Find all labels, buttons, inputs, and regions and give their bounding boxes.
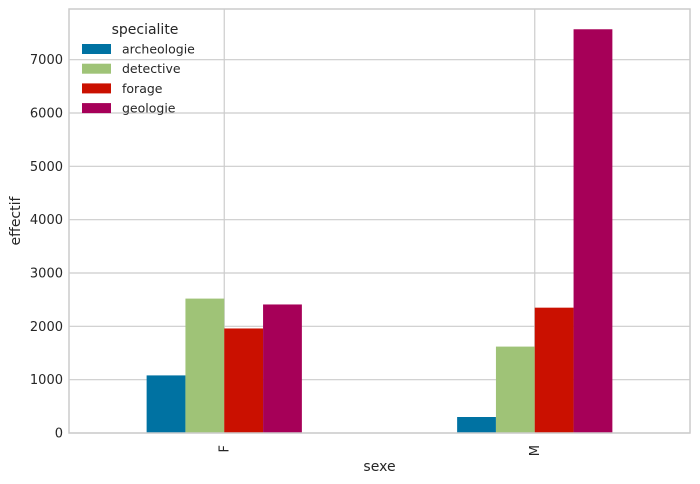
bar-archeologie-F: [146, 375, 186, 433]
legend-label-archeologie: archeologie: [122, 42, 195, 57]
x-tick-label: M: [528, 445, 543, 456]
bar-geologie-F: [263, 304, 302, 433]
legend-label-geologie: geologie: [122, 101, 176, 116]
legend-title: specialite: [112, 22, 179, 38]
legend-swatch-archeologie: [82, 44, 111, 54]
y-tick-label: 6000: [30, 107, 63, 122]
legend: specialite archeologie detective forage geo…: [82, 22, 195, 116]
y-tick-labels: 0 1000 2000 3000 4000 5000 6000 7000: [30, 53, 63, 441]
bar-geologie-M: [573, 29, 613, 434]
y-tick-label: 5000: [30, 160, 63, 175]
legend-swatch-geologie: [82, 103, 111, 114]
legend-swatch-forage: [82, 83, 111, 94]
x-axis-label: sexe: [363, 459, 395, 475]
bar-forage-F: [224, 328, 264, 433]
legend-swatch-detective: [82, 63, 111, 74]
bars: [146, 29, 613, 434]
x-tick-label: F: [217, 445, 232, 452]
y-axis-label: effectif: [8, 195, 24, 245]
bar-archeologie-M: [457, 417, 496, 433]
y-tick-label: 1000: [30, 373, 63, 388]
plot-frame: [68, 8, 691, 434]
y-tick-label: 0: [55, 427, 63, 442]
y-tick-label: 4000: [30, 213, 63, 228]
y-tick-label: 3000: [30, 267, 63, 282]
legend-label-detective: detective: [122, 61, 181, 76]
y-tick-label: 7000: [30, 53, 63, 68]
bar-detective-F: [185, 298, 225, 433]
bar-detective-M: [495, 346, 535, 433]
bar-forage-M: [534, 307, 574, 433]
y-tick-label: 2000: [30, 320, 63, 335]
legend-label-forage: forage: [122, 81, 163, 96]
